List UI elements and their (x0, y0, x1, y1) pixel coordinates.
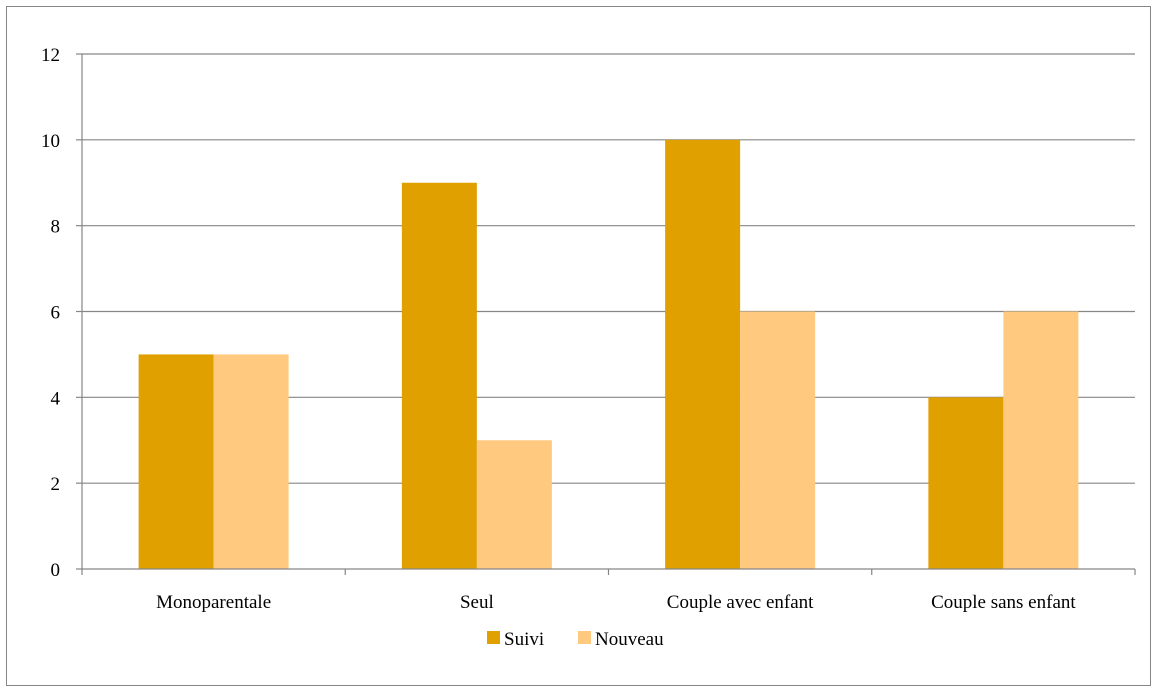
y-tick-label: 2 (51, 474, 61, 495)
bar-nouveau-2 (740, 311, 816, 569)
bar-nouveau-0 (213, 354, 289, 569)
legend-label-suivi: Suivi (504, 629, 544, 650)
bar-suivi-0 (138, 354, 214, 569)
axes (76, 53, 1136, 575)
y-tick-label: 6 (51, 303, 61, 324)
y-tick-label: 12 (41, 45, 60, 66)
bar-suivi-1 (401, 182, 477, 569)
bar-nouveau-3 (1003, 311, 1079, 569)
y-axis-ticks: 0 2 4 6 8 10 12 (41, 45, 61, 581)
bar-nouveau-1 (476, 440, 552, 569)
legend-swatch-nouveau (578, 631, 591, 644)
y-tick-label: 4 (51, 388, 61, 409)
x-category-label: Couple sans enfant (931, 592, 1076, 613)
x-axis-categories: Monoparentale Seul Couple avec enfant Coupl… (156, 592, 1076, 613)
bars (138, 139, 1079, 570)
x-category-label: Seul (460, 592, 494, 613)
legend: Suivi Nouveau (487, 629, 664, 650)
y-tick-label: 10 (41, 131, 60, 152)
legend-label-nouveau: Nouveau (595, 629, 664, 650)
x-category-label: Monoparentale (156, 592, 271, 613)
legend-swatch-suivi (487, 631, 500, 644)
bar-suivi-2 (665, 139, 741, 570)
x-category-label: Couple avec enfant (667, 592, 814, 613)
y-tick-label: 0 (51, 560, 61, 581)
y-tick-label: 8 (51, 217, 61, 238)
bar-suivi-3 (928, 397, 1004, 569)
